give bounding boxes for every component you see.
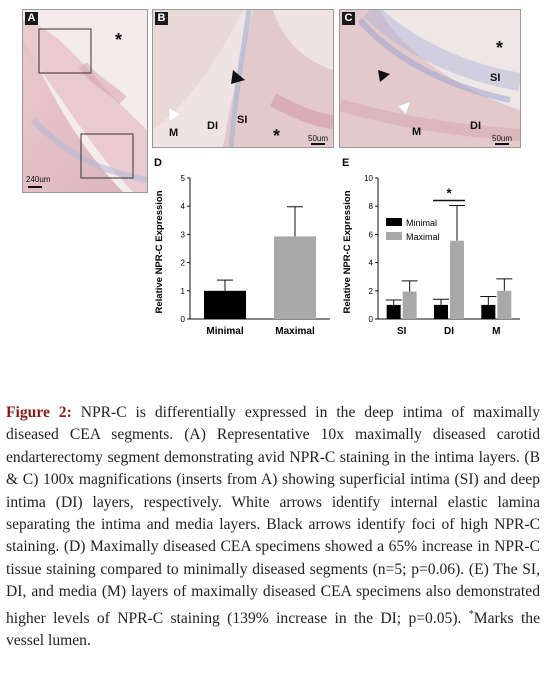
micrograph-c: C M DI SI * 50um [339,9,521,148]
y-tick-label: 2 [369,287,374,296]
bar-maximal-si [402,291,417,319]
chart-e: E Relative NPR-C Expression 0 2 4 6 8 10 SI DI M… [342,157,520,337]
lumen-marker-b: * [273,126,281,146]
caption-footnote-mark: * [468,608,474,620]
caption-label: Figure 2: [6,404,72,421]
tissue-image-c [340,10,520,147]
bar-minimal [204,290,246,319]
micrograph-b: B M DI SI * 50um [152,9,334,148]
chart-e-ylabel: Relative NPR-C Expression [342,190,353,313]
deep-intima-label-c: DI [470,120,481,132]
chart-d-panel-letter: D [154,157,162,169]
y-tick-label: 1 [181,287,186,296]
caption-text: NPR-C is differentially expressed in the… [6,404,540,627]
panel-letter-b: B [155,12,168,25]
bar-minimal-si [386,304,401,319]
y-tick-label: 0 [369,315,374,324]
x-category-label: SI [397,326,407,337]
y-tick-label: 2 [181,259,186,268]
bar-maximal-di [450,240,464,319]
y-tick-label: 5 [181,174,186,183]
legend-label-minimal: Minimal [406,218,437,228]
panel-letter-c: C [342,12,355,25]
media-label-c: M [412,126,422,138]
y-tick-label: 10 [364,174,373,183]
bar-minimal-di [434,304,448,319]
superficial-intima-label-b: SI [237,114,248,126]
lumen-marker-a: * [115,30,123,50]
significance-mark: * [446,186,452,201]
chart-d-ylabel: Relative NPR-C Expression [154,190,165,313]
y-tick-label: 0 [181,315,186,324]
legend-swatch-minimal [386,218,402,226]
x-category-label: Minimal [206,326,243,337]
chart-e-panel-letter: E [342,157,349,169]
bar-minimal-m [481,304,496,319]
y-tick-label: 6 [369,230,374,239]
caption-footnote: Marks the vessel lumen. [6,609,540,650]
scale-label-c: 50um [492,134,513,143]
media-label-b: M [169,127,179,139]
bar-maximal [274,236,316,319]
legend-label-maximal: Maximal [406,232,440,242]
deep-intima-label-b: DI [207,120,218,132]
superficial-intima-label-c: SI [490,72,501,84]
scale-label-a: 240um [26,175,51,184]
tissue-image-b [153,10,333,147]
figure-caption: Figure 2: NPR-C is differentially expres… [6,402,540,653]
tissue-image-a [23,10,147,192]
scale-bar-b [311,143,325,145]
micrograph-a: A * 240um [22,9,148,193]
chart-d: D Relative NPR-C Expression 0 1 2 3 4 5 Minima… [154,157,330,337]
x-category-label: DI [444,326,454,337]
panel-letter-a: A [25,12,38,25]
bar-maximal-m [497,290,512,319]
y-tick-label: 4 [181,202,186,211]
scale-bar-c [495,143,509,145]
scale-bar-a [28,186,42,188]
y-tick-label: 3 [181,230,186,239]
y-tick-label: 8 [369,202,374,211]
legend-swatch-maximal [386,232,402,240]
lumen-marker-c: * [496,38,504,58]
x-category-label: M [492,326,500,337]
y-tick-label: 4 [369,259,374,268]
scale-label-b: 50um [308,134,329,143]
x-category-label: Maximal [275,326,315,337]
